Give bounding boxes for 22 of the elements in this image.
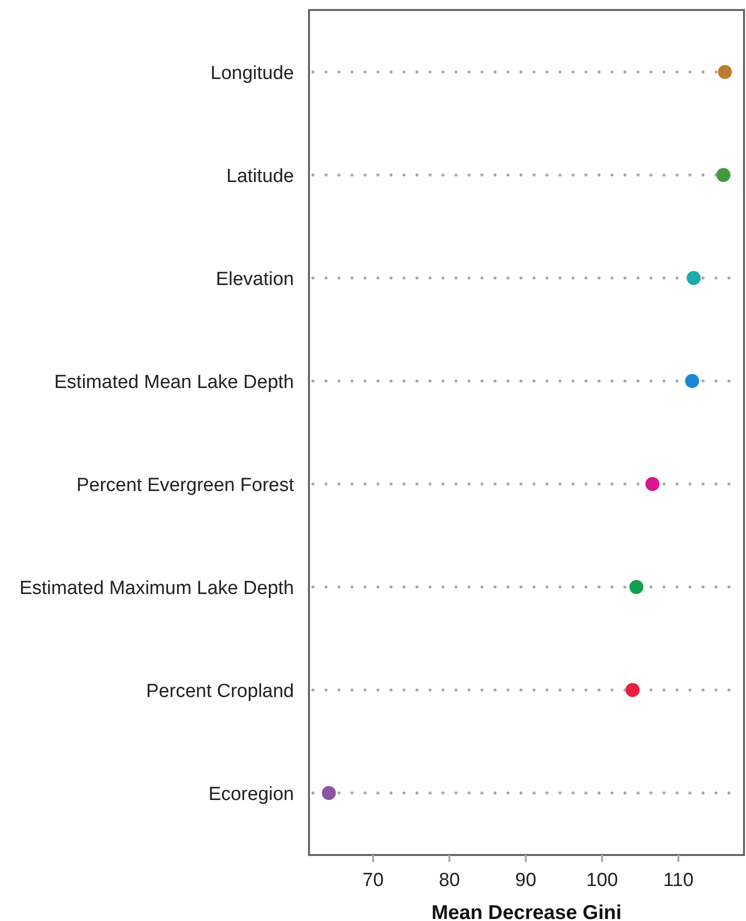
x-tick-label: 90 [515,870,536,891]
y-tick-label: Longitude [210,63,294,84]
point [322,786,336,800]
point [716,168,730,182]
y-tick-label: Percent Cropland [146,681,294,702]
x-tick-label: 110 [663,870,694,891]
point [626,683,640,697]
y-tick-label: Ecoregion [208,784,294,805]
x-tick-label: 70 [362,870,384,891]
y-tick-label: Percent Evergreen Forest [76,475,295,496]
y-tick-label: Latitude [226,166,294,187]
x-tick-label: 100 [586,870,618,891]
x-axis-title: Mean Decrease Gini [431,902,622,921]
point [685,374,700,388]
point [718,65,732,79]
y-tick-label: Elevation [216,269,294,290]
point [686,271,701,285]
point [645,477,660,491]
x-tick-label: 80 [438,870,460,891]
point [629,580,644,594]
y-tick-label: Estimated Maximum Lake Depth [19,578,294,599]
y-tick-label: Estimated Mean Lake Depth [54,372,294,393]
